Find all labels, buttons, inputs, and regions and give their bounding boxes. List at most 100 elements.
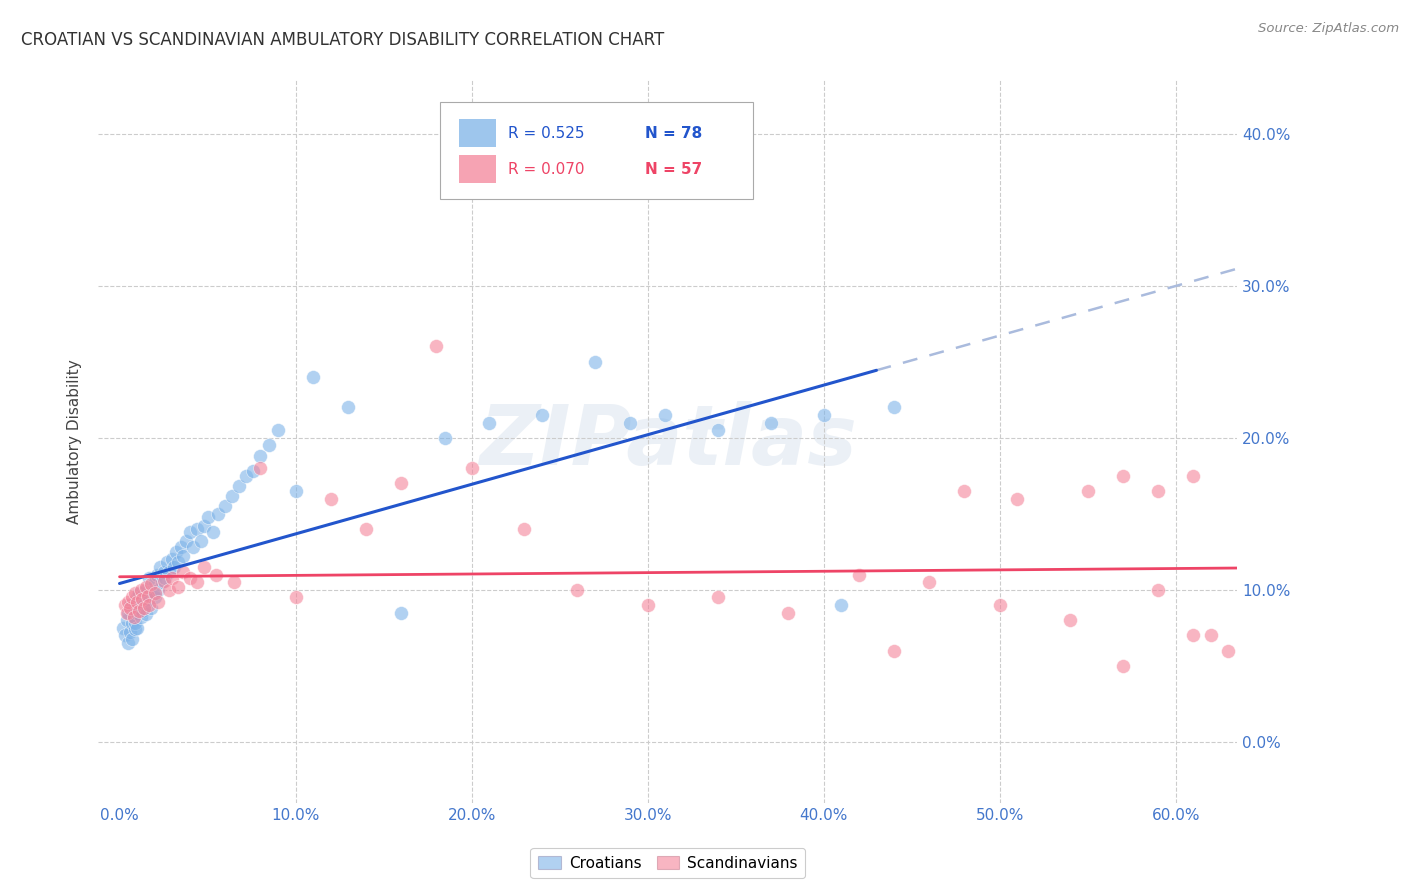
- Point: [152, 574, 174, 588]
- Point: [193, 560, 215, 574]
- Point: [389, 606, 412, 620]
- Point: [1218, 643, 1240, 657]
- Point: [707, 591, 730, 605]
- Bar: [460, 120, 496, 147]
- Point: [143, 586, 166, 600]
- Point: [1199, 628, 1222, 642]
- Point: [221, 489, 243, 503]
- Point: [148, 595, 170, 609]
- Point: [120, 625, 142, 640]
- Text: ZIPatlas: ZIPatlas: [479, 401, 856, 482]
- Point: [172, 549, 194, 564]
- Point: [141, 601, 163, 615]
- Point: [170, 541, 193, 555]
- Point: [193, 519, 215, 533]
- Text: CROATIAN VS SCANDINAVIAN AMBULATORY DISABILITY CORRELATION CHART: CROATIAN VS SCANDINAVIAN AMBULATORY DISA…: [21, 31, 665, 49]
- Point: [157, 565, 180, 579]
- Point: [1007, 491, 1029, 506]
- Point: [135, 607, 157, 622]
- Point: [176, 534, 198, 549]
- Point: [249, 449, 271, 463]
- Point: [129, 595, 152, 609]
- Point: [583, 354, 606, 368]
- Point: [207, 507, 229, 521]
- Point: [197, 509, 219, 524]
- Point: [1182, 628, 1205, 642]
- Point: [149, 560, 172, 574]
- Point: [165, 545, 187, 559]
- Point: [813, 408, 835, 422]
- Text: N = 78: N = 78: [645, 126, 703, 141]
- Point: [319, 491, 342, 506]
- Point: [883, 401, 905, 415]
- Point: [163, 560, 186, 574]
- Point: [619, 416, 641, 430]
- Point: [205, 567, 228, 582]
- Text: R = 0.070: R = 0.070: [509, 161, 585, 177]
- Point: [122, 610, 145, 624]
- Point: [337, 401, 360, 415]
- Point: [127, 606, 149, 620]
- Point: [128, 604, 150, 618]
- Point: [131, 589, 153, 603]
- Point: [128, 601, 150, 615]
- Bar: [460, 155, 496, 183]
- Point: [143, 591, 166, 605]
- Point: [121, 616, 143, 631]
- Point: [166, 580, 188, 594]
- Point: [157, 582, 180, 597]
- Point: [131, 604, 153, 618]
- Point: [129, 610, 152, 624]
- Point: [513, 522, 536, 536]
- Point: [190, 534, 212, 549]
- Point: [214, 499, 236, 513]
- Legend: Croatians, Scandinavians: Croatians, Scandinavians: [530, 848, 806, 879]
- Point: [134, 601, 156, 615]
- Point: [1182, 468, 1205, 483]
- Point: [135, 580, 157, 594]
- Point: [124, 616, 146, 631]
- Point: [124, 595, 146, 609]
- Point: [1112, 468, 1135, 483]
- Point: [953, 483, 976, 498]
- Point: [267, 423, 290, 437]
- Point: [117, 606, 139, 620]
- Text: Source: ZipAtlas.com: Source: ZipAtlas.com: [1258, 22, 1399, 36]
- Point: [112, 621, 135, 635]
- Point: [1147, 582, 1170, 597]
- Point: [186, 522, 208, 536]
- Point: [183, 541, 205, 555]
- Point: [135, 582, 157, 597]
- Point: [114, 598, 136, 612]
- Point: [186, 575, 208, 590]
- Point: [567, 582, 589, 597]
- Point: [1234, 636, 1257, 650]
- Point: [707, 423, 730, 437]
- Point: [249, 461, 271, 475]
- Point: [222, 575, 245, 590]
- Point: [115, 613, 138, 627]
- Point: [988, 598, 1011, 612]
- Text: R = 0.525: R = 0.525: [509, 126, 585, 141]
- Point: [166, 556, 188, 570]
- Point: [138, 598, 160, 612]
- Point: [162, 552, 184, 566]
- Point: [1112, 659, 1135, 673]
- Point: [530, 408, 553, 422]
- Point: [136, 589, 159, 603]
- Point: [830, 598, 852, 612]
- Point: [120, 598, 142, 612]
- Point: [124, 623, 146, 637]
- Point: [114, 628, 136, 642]
- Point: [122, 601, 145, 615]
- Point: [354, 522, 377, 536]
- Point: [654, 408, 676, 422]
- Point: [145, 567, 167, 582]
- Point: [134, 598, 156, 612]
- Point: [172, 565, 194, 579]
- Point: [120, 601, 142, 615]
- Point: [460, 461, 482, 475]
- Point: [121, 632, 143, 646]
- Point: [124, 586, 146, 600]
- Point: [129, 582, 152, 597]
